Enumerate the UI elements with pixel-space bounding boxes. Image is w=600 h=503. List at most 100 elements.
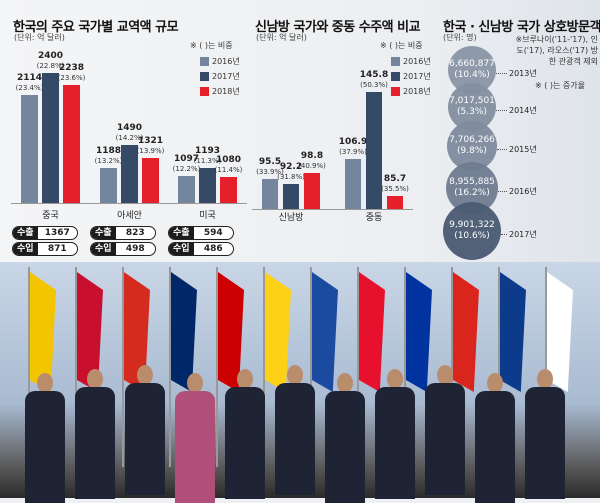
data-label: 95.5 [258,156,282,167]
suit [425,383,465,495]
flag [312,272,338,392]
bar-2018년-중동 [387,195,403,209]
legend-label: 2017년 [212,72,240,81]
legend-item: 2018년 [391,86,431,97]
import-label: 수입 [91,243,116,255]
flag-pole [498,267,500,467]
head [537,369,553,389]
flag-pole [169,267,171,467]
legend-item: 2017년 [200,71,240,82]
bar-2017년-중국 [42,72,59,203]
head [337,373,353,393]
flag-pole [75,267,77,467]
legend-swatch [200,87,209,96]
suit [125,383,165,495]
data-label: 2238 [58,63,85,74]
bar-2018년-아세안 [142,157,159,203]
leader [225,369,265,499]
flag-pole [216,267,218,467]
data-label: 92.2 [279,162,303,173]
export-value: 1367 [44,228,70,238]
export-pill: 수출 1367 [12,226,78,240]
year-label: 2016년 [509,187,537,196]
share-label: (23.6%) [57,74,86,83]
data-label: 145.8 [359,69,389,80]
legend-label: 2016년 [212,57,240,66]
bar-2017년-미국 [199,168,216,203]
legend-swatch [200,72,209,81]
import-pill: 수입 486 [168,242,234,256]
suit [225,387,265,499]
category-label: 중국 [42,211,59,221]
visitor-rate: (5.3%) [457,107,487,117]
visitor-rate: (10.4%) [454,70,490,80]
leader [25,373,65,503]
leader [425,365,465,498]
leader-line [498,191,507,192]
flag [359,272,385,392]
share-label: (13.9%) [136,146,165,155]
visitor-count: 8,955,885 [449,177,495,187]
share-label: (50.3%) [360,80,388,89]
bar-2017년-아세안 [121,144,138,203]
share-label: (22.8%) [36,61,65,70]
suit [375,387,415,499]
bar-2017년-신남방 [283,184,299,209]
chart3-unit: (단위: 명) [443,33,477,42]
head [237,369,253,389]
share-label: (33.9%) [256,167,284,176]
leader [525,369,565,499]
share-label: (13.2%) [94,157,123,166]
bar-2018년-중국 [63,85,80,203]
bar-2016년-미국 [178,175,195,203]
flag [453,272,479,392]
export-value: 594 [203,228,223,238]
leaders-photo [0,262,600,503]
import-value: 486 [203,244,223,254]
head [187,373,203,393]
flag-pole [404,267,406,467]
leader [375,369,415,499]
year-label: 2017년 [509,230,537,239]
share-label: (11.4%) [214,165,243,174]
legend-item: 2018년 [200,86,240,97]
legend-label: 2018년 [403,87,431,96]
flag-pole [122,267,124,467]
chart1-legend: 2016년 2017년 2018년 [200,56,240,101]
chart2-unit: (단위: 억 달러) [256,33,307,42]
flag-pole [263,267,265,467]
legend-label: 2018년 [212,87,240,96]
head [37,373,53,393]
export-label: 수출 [13,227,38,239]
baseline [11,203,247,204]
category-label: 신남방 [278,213,304,223]
share-label: (31.8%) [277,173,305,182]
import-label: 수입 [169,243,194,255]
share-label: (35.5%) [381,184,409,193]
data-label: 98.8 [300,151,324,162]
bar-2016년-아세안 [100,168,117,203]
visitor-rate: (10.6%) [454,231,490,241]
chart1-unit: (단위: 억 달러) [14,33,65,42]
share-label: (40.9%) [298,162,326,171]
import-label: 수입 [13,243,38,255]
share-label: (12.2%) [172,164,201,173]
legend-swatch [391,87,400,96]
infographic: 한국의 주요 국가별 교역액 규모 (단위: 억 달러) ※ ( )는 비중 2… [0,0,600,262]
leader [275,365,315,498]
legend-item: 2016년 [391,56,431,67]
category-label: 중동 [365,213,383,223]
chart1-note: ※ ( )는 비중 [190,41,233,50]
suit [325,391,365,503]
data-label: 2114 [16,73,43,84]
data-label: 106.9 [338,137,368,147]
year-label: 2015년 [509,145,537,154]
data-label: 85.7 [383,173,407,184]
suit [75,387,115,499]
import-value: 871 [47,244,67,254]
leader [75,369,115,499]
head [287,365,303,385]
data-label: 2400 [37,50,64,61]
share-label: (14.2%) [115,133,144,142]
leader [325,373,365,503]
